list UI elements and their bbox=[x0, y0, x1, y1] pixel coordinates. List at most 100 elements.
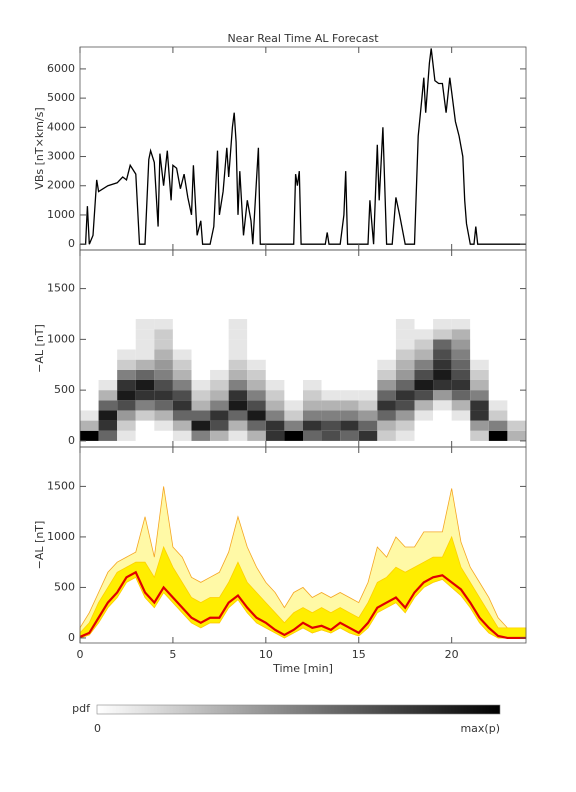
heat-cell bbox=[284, 420, 303, 431]
x-tick-label: 10 bbox=[259, 648, 273, 661]
heat-cell bbox=[154, 339, 173, 350]
heat-cell bbox=[377, 379, 396, 391]
heat-cell bbox=[210, 410, 229, 421]
heat-cell bbox=[321, 369, 341, 380]
y-tick-label: 0 bbox=[68, 631, 75, 644]
heat-cell bbox=[191, 349, 211, 360]
heat-cell bbox=[265, 369, 285, 380]
heat-cell bbox=[117, 369, 136, 380]
heat-cell bbox=[172, 379, 192, 391]
heat-cell bbox=[228, 430, 248, 441]
heat-cell bbox=[451, 410, 471, 421]
heat-cell bbox=[340, 339, 359, 350]
heat-cell bbox=[321, 410, 341, 421]
heat-cell bbox=[210, 329, 229, 340]
heat-cell bbox=[414, 400, 434, 411]
heat-cell bbox=[210, 349, 229, 360]
heat-cell bbox=[172, 410, 192, 421]
heat-cell bbox=[154, 430, 173, 441]
heat-cell bbox=[414, 390, 434, 401]
heat-cell bbox=[507, 369, 526, 380]
heat-cell bbox=[98, 400, 118, 411]
heat-cell bbox=[507, 319, 526, 330]
heat-cell bbox=[414, 430, 434, 441]
heat-cell bbox=[172, 349, 192, 360]
heat-cell bbox=[284, 369, 303, 380]
heat-cell bbox=[154, 319, 173, 330]
heat-cell bbox=[247, 359, 266, 370]
y-tick-label: 0 bbox=[68, 434, 75, 447]
heat-cell bbox=[172, 400, 192, 411]
colorbar bbox=[96, 704, 501, 715]
heat-cell bbox=[265, 339, 285, 350]
heat-cell bbox=[377, 329, 396, 340]
heat-cell bbox=[395, 420, 415, 431]
heat-cell bbox=[358, 369, 378, 380]
heat-cell bbox=[80, 369, 99, 380]
heat-cell bbox=[358, 349, 378, 360]
y-tick-label: 0 bbox=[68, 237, 75, 250]
heat-cell bbox=[98, 430, 118, 441]
y-tick-label: 1000 bbox=[47, 208, 75, 221]
heat-cell bbox=[191, 420, 211, 431]
heat-cell bbox=[117, 400, 136, 411]
heat-cell bbox=[395, 329, 415, 340]
heat-cell bbox=[172, 339, 192, 350]
heat-cell bbox=[80, 390, 99, 401]
heat-cell bbox=[303, 359, 322, 370]
heat-cell bbox=[135, 339, 155, 350]
heat-cell bbox=[340, 410, 359, 421]
heat-cell bbox=[191, 339, 211, 350]
heat-cell bbox=[358, 329, 378, 340]
heat-cell bbox=[340, 400, 359, 411]
heat-cell bbox=[321, 359, 341, 370]
heat-cell bbox=[154, 369, 173, 380]
heat-cell bbox=[284, 359, 303, 370]
heat-cell bbox=[377, 319, 396, 330]
heat-cell bbox=[321, 430, 341, 441]
heat-cell bbox=[470, 359, 489, 370]
heat-cell bbox=[470, 400, 489, 411]
heat-cell bbox=[247, 410, 266, 421]
heat-cell bbox=[135, 390, 155, 401]
heat-cell bbox=[247, 420, 266, 431]
heat-cell bbox=[135, 420, 155, 431]
heat-cell bbox=[284, 390, 303, 401]
heat-cell bbox=[135, 410, 155, 421]
heat-cell bbox=[247, 339, 266, 350]
x-tick-label: 5 bbox=[169, 648, 176, 661]
heat-cell bbox=[321, 379, 341, 391]
heat-cell bbox=[303, 390, 322, 401]
heat-cell bbox=[210, 420, 229, 431]
heat-cell bbox=[470, 339, 489, 350]
heat-cell bbox=[154, 410, 173, 421]
heat-cell bbox=[488, 410, 508, 421]
heat-cell bbox=[98, 379, 118, 391]
heat-cell bbox=[80, 339, 99, 350]
heat-cell bbox=[210, 379, 229, 391]
heat-cell bbox=[154, 390, 173, 401]
heat-cell bbox=[414, 379, 434, 391]
heat-cell bbox=[135, 359, 155, 370]
heat-cell bbox=[358, 359, 378, 370]
heat-cell bbox=[451, 400, 471, 411]
heat-cell bbox=[321, 420, 341, 431]
heat-cell bbox=[228, 339, 248, 350]
heat-cell bbox=[451, 329, 471, 340]
heat-cell bbox=[247, 379, 266, 391]
y-axis-label: −AL [nT] bbox=[33, 521, 46, 570]
heat-cell bbox=[377, 430, 396, 441]
heat-cell bbox=[191, 390, 211, 401]
heat-cell bbox=[247, 329, 266, 340]
heat-cell bbox=[228, 359, 248, 370]
heat-cell bbox=[172, 359, 192, 370]
y-tick-label: 6000 bbox=[47, 62, 75, 75]
heat-cell bbox=[414, 339, 434, 350]
heat-cell bbox=[135, 319, 155, 330]
heat-cell bbox=[80, 400, 99, 411]
heat-cell bbox=[303, 319, 322, 330]
heat-cell bbox=[340, 359, 359, 370]
heat-cell bbox=[358, 339, 378, 350]
heat-cell bbox=[433, 369, 452, 380]
